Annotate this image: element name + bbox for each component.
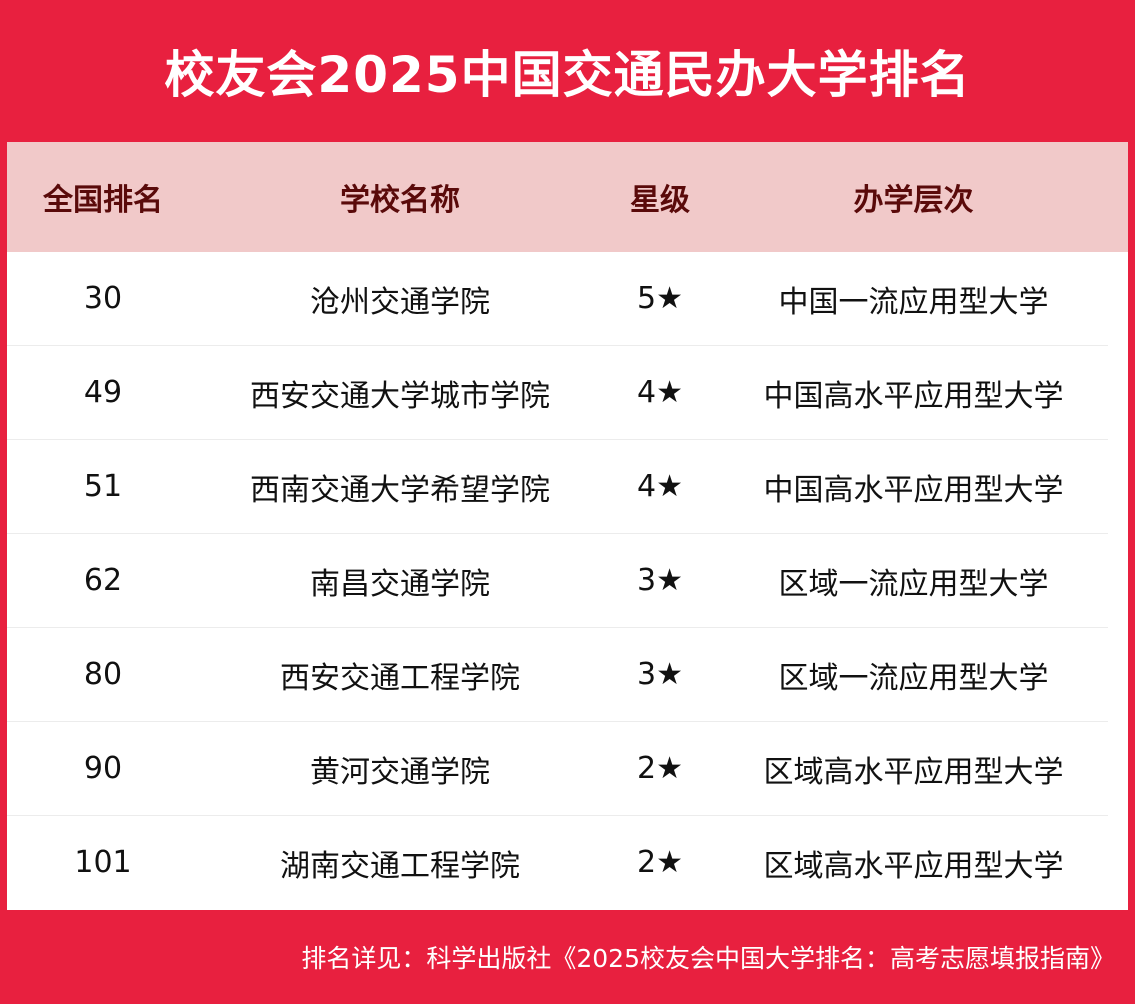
rank-cell: 80 [83,657,123,692]
school-name-cell: 南昌交通学院 [310,566,490,602]
table-row: 30 沧州交通学院 5★ 中国一流应用型大学 [7,252,1108,346]
star-rating-cell: 3★ [637,657,683,692]
rank-cell: 101 [74,845,132,880]
school-name-cell: 西安交通工程学院 [280,660,520,696]
table-header: 全国排名 学校名称 星级 办学层次 [7,142,1128,252]
column-header-stars: 星级 [630,183,690,218]
column-header-level: 办学层次 [853,183,974,218]
school-name-cell: 西安交通大学城市学院 [250,378,550,414]
star-rating-cell: 5★ [637,281,683,316]
table-row: 51 西南交通大学希望学院 4★ 中国高水平应用型大学 [7,440,1108,534]
table-row: 62 南昌交通学院 3★ 区域一流应用型大学 [7,534,1108,628]
table-row: 49 西安交通大学城市学院 4★ 中国高水平应用型大学 [7,346,1108,440]
rank-cell: 30 [83,281,123,316]
source-note: 排名详见：科学出版社《2025校友会中国大学排名：高考志愿填报指南》 [301,944,1115,973]
school-name-cell: 沧州交通学院 [310,284,490,320]
star-rating-cell: 4★ [637,469,683,504]
table-row: 80 西安交通工程学院 3★ 区域一流应用型大学 [7,628,1108,722]
table-row: 101 湖南交通工程学院 2★ 区域高水平应用型大学 [7,816,1108,909]
rank-cell: 90 [83,751,123,786]
star-rating-cell: 4★ [637,375,683,410]
level-cell: 区域高水平应用型大学 [763,754,1064,790]
rank-cell: 51 [83,469,123,504]
star-rating-cell: 2★ [637,751,683,786]
page-title: 校友会2025中国交通民办大学排名 [164,46,971,104]
level-cell: 区域一流应用型大学 [778,660,1049,696]
school-name-cell: 西南交通大学希望学院 [250,472,550,508]
table-row: 90 黄河交通学院 2★ 区域高水平应用型大学 [7,722,1108,816]
level-cell: 区域高水平应用型大学 [763,848,1064,884]
column-header-school: 学校名称 [340,183,460,218]
level-cell: 中国高水平应用型大学 [763,378,1064,414]
ranking-table: 全国排名 学校名称 星级 办学层次 30 沧州交通学院 5★ 中国一流应用型大学 49 西… [7,142,1128,910]
level-cell: 中国高水平应用型大学 [763,472,1064,508]
star-rating-cell: 3★ [637,563,683,598]
school-name-cell: 湖南交通工程学院 [280,848,520,884]
star-rating-cell: 2★ [637,845,683,880]
column-header-rank: 全国排名 [43,183,163,218]
level-cell: 区域一流应用型大学 [778,566,1049,602]
rank-cell: 62 [83,563,123,598]
level-cell: 中国一流应用型大学 [778,284,1049,320]
school-name-cell: 黄河交通学院 [310,754,490,790]
rank-cell: 49 [83,375,123,410]
